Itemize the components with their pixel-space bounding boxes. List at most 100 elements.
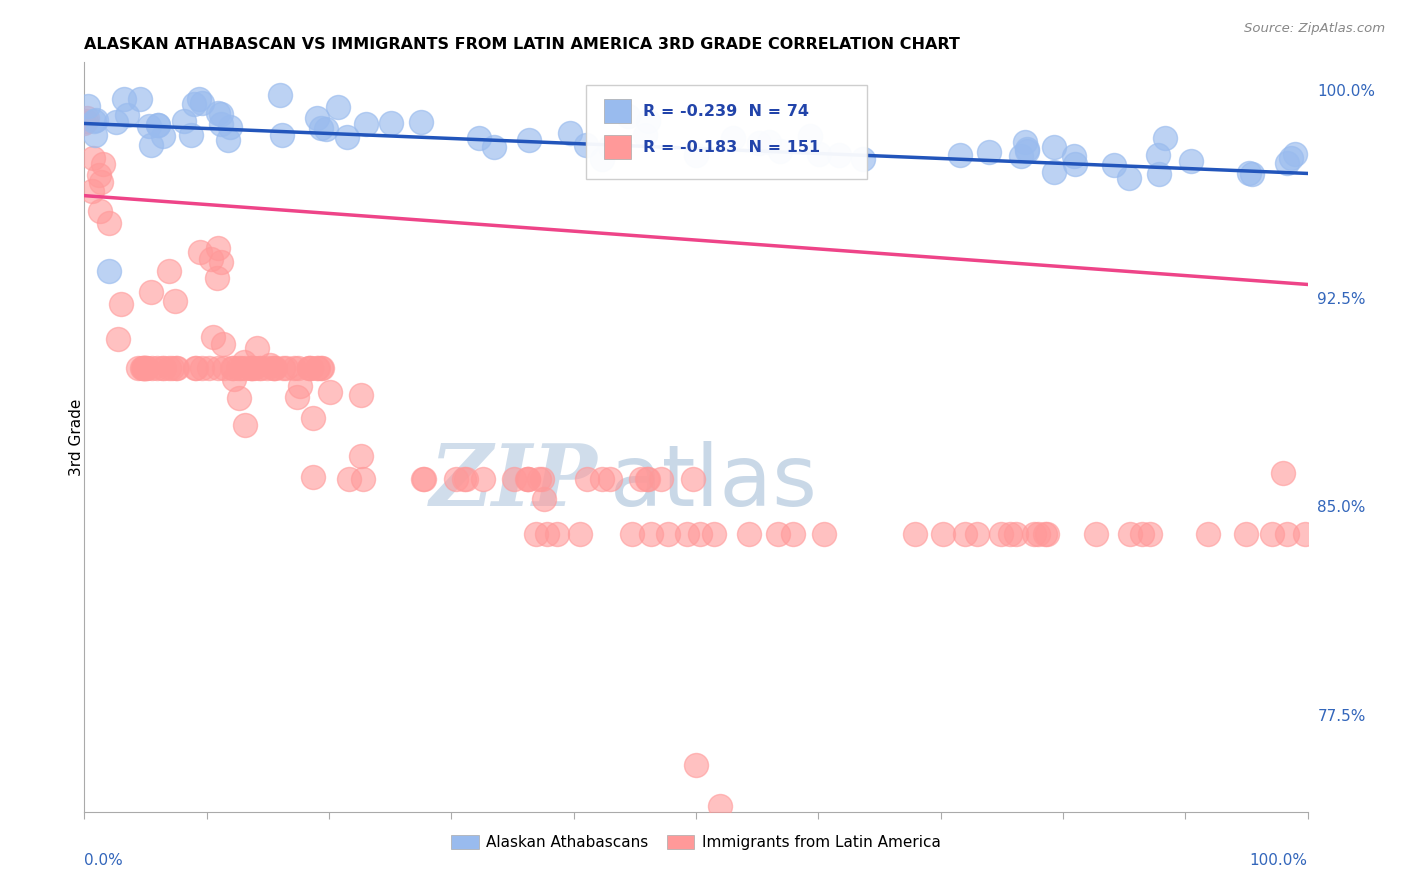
Point [112, 92, 135, 106]
Point [146, 118, 169, 132]
Point [533, 491, 555, 506]
Point [591, 152, 613, 166]
Point [516, 472, 538, 486]
Point [146, 118, 169, 132]
Point [77, 98, 100, 112]
Point [76, 112, 98, 126]
Point [299, 360, 322, 375]
Point [302, 470, 325, 484]
Point [97, 216, 120, 230]
Point [283, 360, 305, 375]
Point [685, 148, 707, 162]
Point [482, 140, 505, 154]
Point [1139, 527, 1161, 541]
Point [966, 527, 988, 541]
Point [1294, 527, 1316, 541]
Point [207, 106, 229, 120]
Point [84, 128, 107, 142]
Point [110, 296, 132, 310]
Point [503, 472, 526, 486]
Point [1261, 527, 1284, 541]
Point [766, 527, 789, 541]
Point [998, 527, 1021, 541]
Point [1063, 157, 1085, 171]
Point [239, 360, 262, 375]
Point [212, 360, 235, 375]
Point [409, 115, 432, 129]
Point [82, 184, 104, 198]
Point [190, 360, 212, 375]
Point [256, 360, 278, 375]
Point [136, 360, 159, 375]
Point [240, 360, 263, 375]
Point [953, 527, 976, 541]
Point [1033, 527, 1056, 541]
Point [1102, 158, 1125, 172]
Point [1014, 135, 1036, 149]
Point [165, 360, 187, 375]
Point [157, 264, 180, 278]
Point [318, 385, 340, 400]
Point [298, 360, 321, 375]
Point [1024, 527, 1046, 541]
Point [1015, 145, 1038, 159]
Point [134, 360, 156, 375]
Point [599, 472, 621, 486]
Point [737, 527, 759, 541]
Point [207, 271, 229, 285]
Point [977, 145, 1000, 159]
Point [516, 472, 538, 486]
Point [1239, 166, 1261, 180]
Point [350, 450, 373, 464]
Point [637, 472, 659, 486]
Point [412, 472, 434, 486]
Point [1240, 167, 1263, 181]
Point [380, 116, 402, 130]
Point [807, 147, 830, 161]
Point [828, 148, 851, 162]
Point [444, 472, 467, 486]
Point [709, 799, 731, 814]
Point [311, 360, 333, 375]
Point [104, 115, 127, 129]
Point [309, 121, 332, 136]
Point [636, 472, 658, 486]
Point [350, 388, 373, 402]
Point [575, 138, 598, 153]
Point [1043, 165, 1066, 179]
Point [799, 128, 821, 143]
Point [703, 527, 725, 541]
Point [89, 204, 111, 219]
Point [315, 121, 337, 136]
Point [219, 120, 242, 134]
Point [97, 263, 120, 277]
Point [637, 114, 659, 128]
Point [454, 472, 477, 486]
Point [1180, 154, 1202, 169]
Point [134, 360, 156, 375]
Point [290, 379, 312, 393]
Point [1063, 149, 1085, 163]
Point [233, 360, 256, 375]
Text: 0.0%: 0.0% [84, 853, 124, 868]
Point [228, 360, 250, 375]
Point [1147, 167, 1170, 181]
Point [309, 360, 332, 375]
Point [546, 527, 568, 541]
Point [228, 391, 250, 405]
Point [183, 97, 205, 112]
Point [307, 111, 329, 125]
Point [115, 108, 138, 122]
Point [326, 100, 349, 114]
Point [517, 133, 540, 147]
Point [287, 390, 309, 404]
Point [301, 410, 323, 425]
Point [1284, 147, 1306, 161]
Point [413, 472, 436, 486]
Point [262, 360, 284, 375]
Point [82, 151, 104, 165]
Text: ALASKAN ATHABASCAN VS IMMIGRANTS FROM LATIN AMERICA 3RD GRADE CORRELATION CHART: ALASKAN ATHABASCAN VS IMMIGRANTS FROM LA… [84, 37, 960, 52]
Point [352, 472, 374, 486]
Point [73, 116, 96, 130]
Text: 100.0%: 100.0% [1250, 853, 1308, 868]
